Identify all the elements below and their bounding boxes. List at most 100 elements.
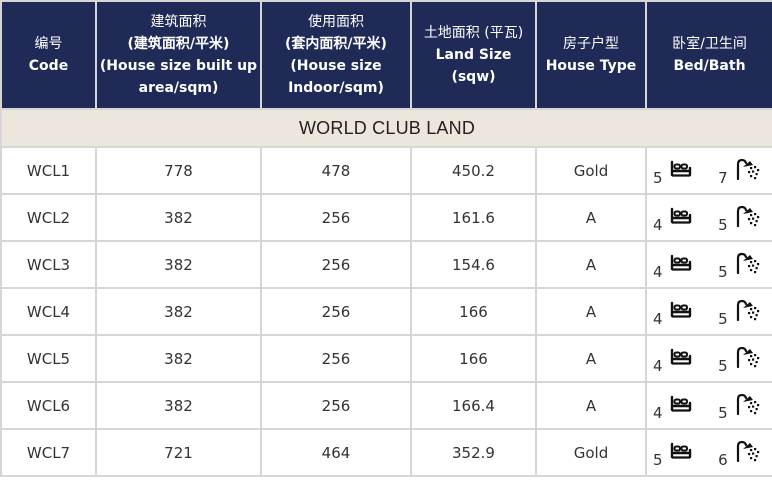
bath-count: 7 — [718, 168, 728, 187]
cell-land-size: 352.9 — [410, 428, 537, 477]
bed-count: 4 — [653, 356, 663, 375]
header-indoor-en: (House size Indoor/sqm) — [288, 58, 384, 96]
header-bed-bath: 卧室/卫生间 Bed/Bath — [645, 0, 772, 110]
cell-indoor-area: 256 — [260, 287, 412, 336]
cell-built-area: 778 — [95, 146, 262, 195]
cell-bed-bath: 4 5 — [645, 334, 772, 383]
shower-icon — [735, 252, 761, 278]
cell-bed-bath: 4 5 — [645, 193, 772, 242]
cell-bed-bath: 5 6 — [645, 428, 772, 477]
cell-indoor-area: 256 — [260, 240, 412, 289]
header-code-en: Code — [28, 58, 69, 74]
table-row: WCL4 382 256 166 A 4 5 — [0, 287, 772, 336]
table-row: WCL2 382 256 161.6 A 4 5 — [0, 193, 772, 242]
cell-built-area: 382 — [95, 381, 262, 430]
header-code: 编号 Code — [0, 0, 97, 110]
bed-count: 5 — [653, 168, 663, 187]
table-row: WCL6 382 256 166.4 A 4 5 — [0, 381, 772, 430]
shower-icon — [735, 346, 761, 372]
header-land-en: Land Size (sqw) — [435, 47, 512, 85]
bath-count: 5 — [718, 262, 728, 281]
section-title: WORLD CLUB LAND — [0, 108, 772, 148]
cell-indoor-area: 256 — [260, 193, 412, 242]
bed-count: 4 — [653, 215, 663, 234]
cell-indoor-area: 478 — [260, 146, 412, 195]
table-row: WCL3 382 256 154.6 A 4 5 — [0, 240, 772, 289]
bath-count: 5 — [718, 403, 728, 422]
header-type-en: House Type — [545, 58, 637, 74]
bath-count: 6 — [718, 450, 728, 469]
cell-built-area: 382 — [95, 287, 262, 336]
cell-code: WCL7 — [0, 428, 97, 477]
header-bedbath-cn: 卧室/卫生间 — [672, 36, 747, 52]
cell-land-size: 166 — [410, 287, 537, 336]
cell-built-area: 382 — [95, 193, 262, 242]
header-house-type: 房子户型 House Type — [535, 0, 647, 110]
cell-built-area: 382 — [95, 334, 262, 383]
table-row: WCL1 778 478 450.2 Gold 5 7 — [0, 146, 772, 195]
header-built-cn2: (建筑面积/平米) — [127, 36, 230, 52]
shower-icon — [735, 205, 761, 231]
bed-count: 4 — [653, 403, 663, 422]
cell-land-size: 450.2 — [410, 146, 537, 195]
bath-count: 5 — [718, 215, 728, 234]
bed-count: 4 — [653, 262, 663, 281]
cell-built-area: 382 — [95, 240, 262, 289]
table-row: WCL7 721 464 352.9 Gold 5 6 — [0, 428, 772, 477]
cell-bed-bath: 4 5 — [645, 287, 772, 336]
cell-land-size: 166 — [410, 334, 537, 383]
cell-bed-bath: 4 5 — [645, 381, 772, 430]
cell-house-type: A — [535, 381, 647, 430]
cell-indoor-area: 256 — [260, 334, 412, 383]
cell-code: WCL4 — [0, 287, 97, 336]
header-indoor-cn: 使用面积 — [308, 14, 364, 30]
cell-code: WCL6 — [0, 381, 97, 430]
bed-icon — [669, 348, 693, 372]
section-row: WORLD CLUB LAND — [0, 108, 772, 148]
bed-count: 4 — [653, 309, 663, 328]
header-indoor-area: 使用面积 (套内面积/平米) (House size Indoor/sqm) — [260, 0, 412, 110]
cell-code: WCL1 — [0, 146, 97, 195]
header-land-size: 土地面积 (平瓦) Land Size (sqw) — [410, 0, 537, 110]
header-type-cn: 房子户型 — [563, 36, 619, 52]
cell-land-size: 166.4 — [410, 381, 537, 430]
cell-house-type: Gold — [535, 146, 647, 195]
cell-indoor-area: 464 — [260, 428, 412, 477]
cell-house-type: A — [535, 240, 647, 289]
shower-icon — [735, 158, 761, 184]
cell-indoor-area: 256 — [260, 381, 412, 430]
header-row: 编号 Code 建筑面积 (建筑面积/平米) (House size built… — [0, 0, 772, 110]
table-row: WCL5 382 256 166 A 4 5 — [0, 334, 772, 383]
cell-house-type: Gold — [535, 428, 647, 477]
bed-count: 5 — [653, 450, 663, 469]
bath-count: 5 — [718, 309, 728, 328]
cell-bed-bath: 4 5 — [645, 240, 772, 289]
cell-code: WCL3 — [0, 240, 97, 289]
header-built-cn: 建筑面积 — [150, 14, 207, 30]
shower-icon — [735, 299, 761, 325]
shower-icon — [735, 440, 761, 466]
header-built-area: 建筑面积 (建筑面积/平米) (House size built up area… — [95, 0, 262, 110]
cell-code: WCL5 — [0, 334, 97, 383]
bed-icon — [669, 207, 693, 231]
cell-built-area: 721 — [95, 428, 262, 477]
bed-icon — [669, 301, 693, 325]
header-built-en: (House size built up area/sqm) — [99, 58, 258, 96]
cell-house-type: A — [535, 334, 647, 383]
header-code-cn: 编号 — [34, 36, 63, 52]
header-indoor-cn2: (套内面积/平米) — [285, 36, 387, 52]
cell-bed-bath: 5 7 — [645, 146, 772, 195]
cell-house-type: A — [535, 287, 647, 336]
bath-count: 5 — [718, 356, 728, 375]
bed-icon — [669, 442, 693, 466]
cell-house-type: A — [535, 193, 647, 242]
bed-icon — [669, 395, 693, 419]
bed-icon — [669, 160, 693, 184]
cell-land-size: 161.6 — [410, 193, 537, 242]
cell-land-size: 154.6 — [410, 240, 537, 289]
header-bedbath-en: Bed/Bath — [673, 58, 746, 74]
shower-icon — [735, 393, 761, 419]
cell-code: WCL2 — [0, 193, 97, 242]
header-land-cn: 土地面积 (平瓦) — [423, 25, 524, 41]
